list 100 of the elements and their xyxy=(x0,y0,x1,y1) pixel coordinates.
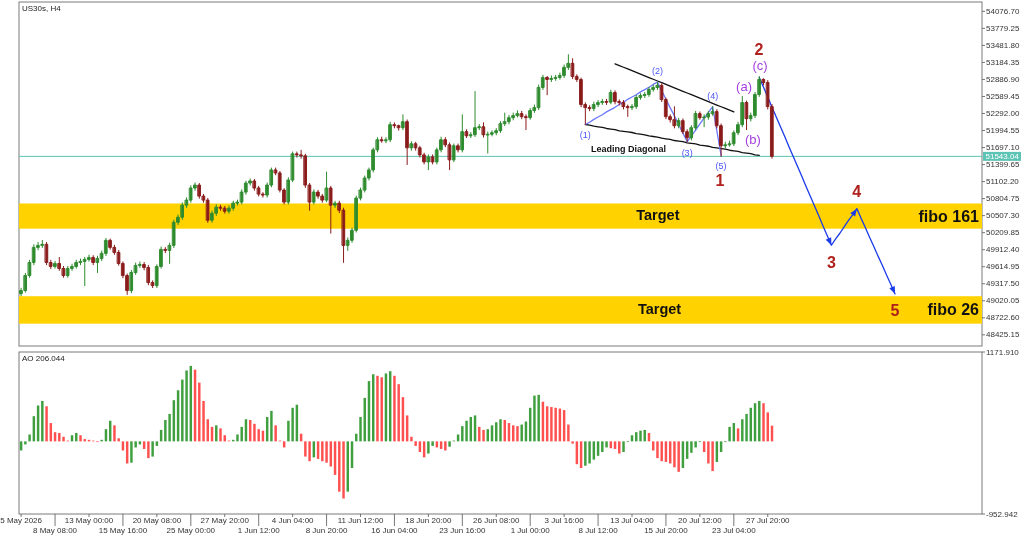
bar xyxy=(359,416,362,442)
candlestick xyxy=(592,101,596,112)
bar xyxy=(62,436,65,442)
candlestick xyxy=(66,265,70,278)
bar xyxy=(41,400,44,442)
bar xyxy=(660,441,663,462)
candlestick xyxy=(613,90,617,105)
annotation: 2 xyxy=(754,40,764,58)
candlestick xyxy=(227,205,231,214)
x-tick-label: 13 Jul 04:00 xyxy=(610,516,655,526)
candlestick xyxy=(604,98,609,105)
bar xyxy=(478,426,481,442)
bar xyxy=(520,424,523,442)
y-tick-label: 51697.10 xyxy=(986,143,1020,153)
y-tick-label: 52292.00 xyxy=(986,109,1020,118)
bar xyxy=(533,395,536,442)
x-tick-label: 20 May 08:00 xyxy=(132,516,182,526)
annotation: (b) xyxy=(744,131,761,147)
candlestick xyxy=(104,237,108,257)
candlestick xyxy=(426,154,431,171)
candlestick xyxy=(473,91,477,138)
candlestick xyxy=(710,106,715,116)
bar xyxy=(482,429,485,442)
y-tick-label: 48425.15 xyxy=(986,330,1020,340)
candlestick xyxy=(197,182,201,199)
bar xyxy=(75,432,78,442)
x-tick-label: 15 May 16:00 xyxy=(98,526,148,536)
candlestick xyxy=(409,141,414,151)
candlestick xyxy=(392,122,397,129)
x-tick-label: 1 Jul 00:00 xyxy=(510,526,551,536)
x-tick-label: 25 May 00:00 xyxy=(166,526,216,536)
candlestick xyxy=(677,117,681,129)
candlestick xyxy=(324,171,329,203)
bar xyxy=(656,441,659,459)
candlestick xyxy=(312,189,316,205)
line-series xyxy=(614,63,735,113)
bar xyxy=(79,435,82,442)
annotation: (1) xyxy=(579,130,591,141)
candlestick xyxy=(524,114,528,131)
bar xyxy=(168,413,171,442)
ref-line-label: 51543.04 xyxy=(985,151,1020,161)
candlestick xyxy=(655,81,660,91)
band-label: fibo 26 xyxy=(927,301,980,319)
bar xyxy=(45,406,48,442)
y-tick-label: 49020.05 xyxy=(986,296,1020,306)
bar xyxy=(58,432,61,442)
bar xyxy=(321,441,324,462)
bar xyxy=(393,375,396,442)
y-tick-label: 51102.20 xyxy=(986,177,1020,187)
x-tick-label: 13 May 00:00 xyxy=(64,516,114,526)
candlestick xyxy=(672,106,677,129)
annotation: (c) xyxy=(752,57,768,73)
annotation: 3 xyxy=(826,253,836,271)
bar xyxy=(711,441,714,472)
bar xyxy=(113,425,116,442)
x-tick-label: 23 Jul 04:00 xyxy=(712,526,757,536)
bar xyxy=(677,441,680,472)
bar xyxy=(605,441,608,448)
candlestick xyxy=(723,141,728,149)
y-tick-label: 50804.75 xyxy=(986,194,1020,204)
x-tick-label: 8 Jun 20:00 xyxy=(305,526,349,536)
y-tick-label: 53779.25 xyxy=(986,23,1020,33)
bar xyxy=(274,425,277,442)
bar xyxy=(601,441,604,453)
bar xyxy=(147,441,150,459)
candlestick xyxy=(464,129,469,139)
bar xyxy=(308,441,311,462)
bar xyxy=(291,407,294,442)
bar xyxy=(758,400,761,442)
bar xyxy=(762,403,765,442)
candlestick xyxy=(401,114,405,131)
bar xyxy=(673,441,676,468)
bar xyxy=(728,426,731,442)
x-tick-label: 23 Jun 16:00 xyxy=(439,526,486,536)
candlestick xyxy=(430,154,435,165)
bar xyxy=(444,441,447,451)
candlestick xyxy=(397,124,401,131)
y-tick-label: -952.942 xyxy=(986,509,1019,519)
x-tick-label: 1 Jun 12:00 xyxy=(237,526,281,536)
bar xyxy=(537,394,540,442)
bar xyxy=(465,420,468,442)
x-tick-label: 16 Jun 04:00 xyxy=(371,526,419,536)
bar xyxy=(690,441,693,453)
chart-title: US30s, H4 xyxy=(22,4,62,13)
candlestick xyxy=(545,75,549,96)
bar xyxy=(342,441,345,499)
x-tick-label: 18 Jun 20:00 xyxy=(405,516,453,526)
bar xyxy=(554,407,557,442)
y-tick-label: 49317.50 xyxy=(986,279,1020,289)
candlestick xyxy=(515,110,520,118)
bar xyxy=(155,441,159,446)
y-tick-label: 52589.45 xyxy=(986,91,1020,101)
bar xyxy=(28,434,31,442)
bar xyxy=(588,441,591,464)
candlestick xyxy=(320,193,324,203)
candlestick xyxy=(643,91,647,99)
bar xyxy=(618,441,621,454)
y-tick-label: 49614.95 xyxy=(986,262,1020,272)
bar xyxy=(571,441,574,444)
bar xyxy=(414,441,417,446)
